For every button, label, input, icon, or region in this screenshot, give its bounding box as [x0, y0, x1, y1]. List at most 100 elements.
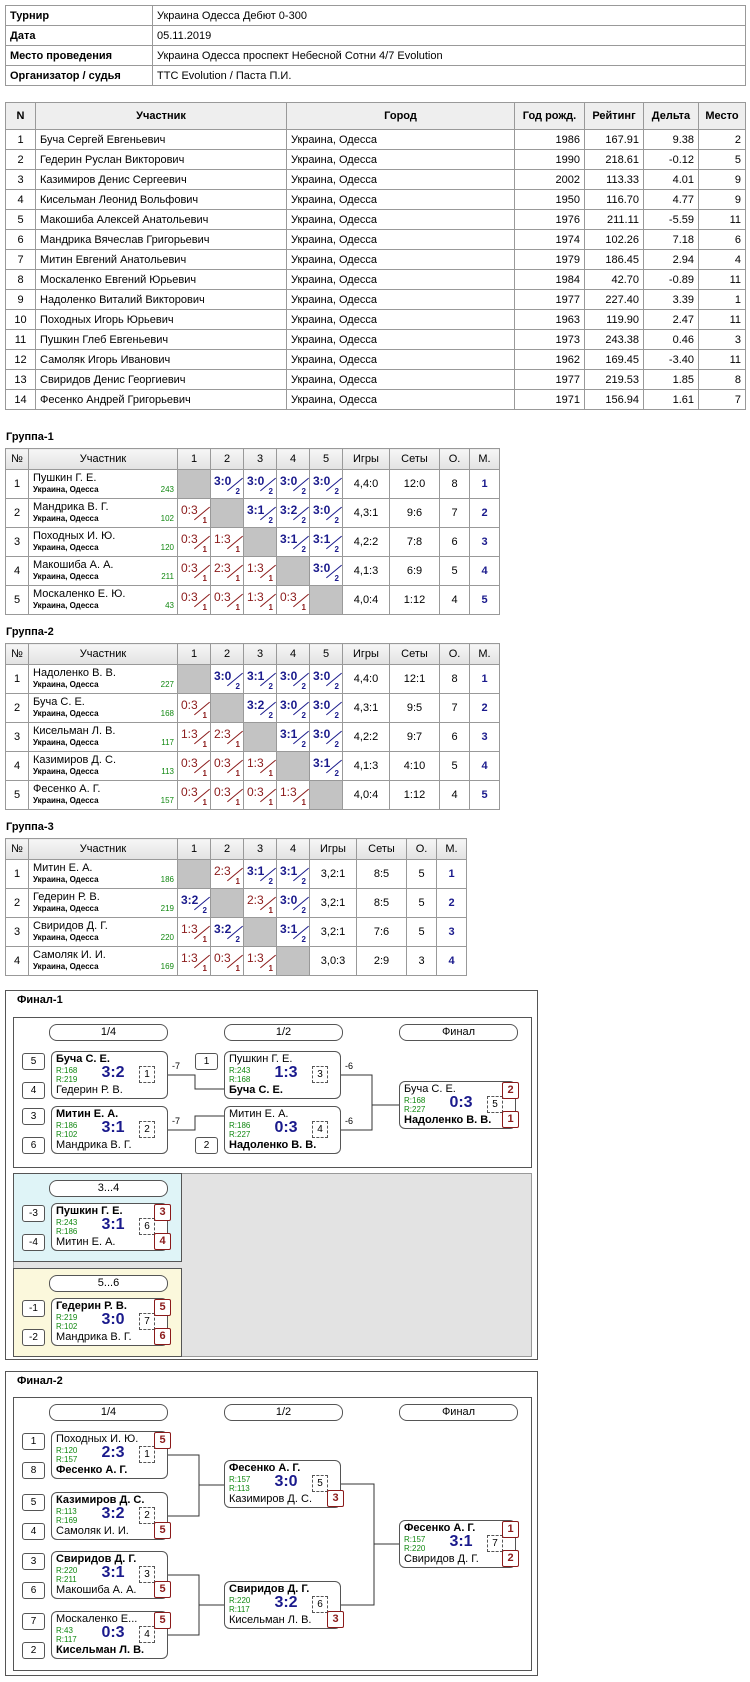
sets: 1:12	[389, 780, 440, 810]
player-name: Москаленко Е...	[56, 1613, 138, 1625]
cell: 11	[698, 309, 746, 330]
result-points: 1	[235, 545, 240, 554]
cell: 102.26	[584, 229, 644, 250]
group-row: 4 Казимиров Д. С. Украина, Одесса 113 0:3 1 0:…	[5, 751, 500, 781]
result-points: 2	[334, 682, 339, 691]
column-header: Сеты	[389, 643, 440, 665]
cell: Мандрика Вячеслав Григорьевич	[35, 229, 287, 250]
match-score: 0:3	[274, 1119, 298, 1136]
result-score: 0:3	[181, 561, 198, 575]
participant-cell: Казимиров Д. С. Украина, Одесса 113	[28, 751, 178, 781]
player-name: Гедерин Р. В.	[33, 891, 100, 903]
result-score: 3:0	[280, 474, 298, 488]
result-score: 3:2	[214, 922, 232, 936]
points: 6	[439, 722, 470, 752]
player-rating: 43	[165, 601, 174, 610]
participant-row: 1 Буча Сергей Евгеньевич Украина, Одесса 19…	[5, 129, 746, 150]
match-box: Фесенко А. Г. R:157 Свиридов Д. Г. R:220 3:1…	[399, 1520, 516, 1568]
cell: 6	[698, 229, 746, 250]
result-points: 1	[235, 798, 240, 807]
result-cell: 3:0 2	[276, 888, 310, 918]
result-cell: 0:3 1	[210, 780, 244, 810]
player-rating: R:219	[56, 1075, 78, 1084]
result-points: 1	[235, 603, 240, 612]
info-label: Дата	[5, 25, 153, 46]
cell: Кисельман Леонид Вольфович	[35, 189, 287, 210]
player-city: Украина, Одесса	[33, 875, 99, 884]
cell: -0.89	[643, 269, 699, 290]
cell: Свиридов Денис Георгиевич	[35, 369, 287, 390]
player-rating: R:243	[56, 1218, 78, 1227]
column-header: М.	[469, 643, 500, 665]
match-score: 0:3	[101, 1624, 125, 1641]
points: 4	[439, 780, 470, 810]
result-points: 2	[235, 935, 240, 944]
cell: Походных Игорь Юрьевич	[35, 309, 287, 330]
games: 4,3:1	[342, 498, 390, 528]
column-header: 4	[276, 838, 310, 860]
player-name: Фесенко А. Г.	[56, 1464, 128, 1476]
column-header: Дельта	[643, 102, 699, 130]
result-score: 3:0	[280, 893, 298, 907]
player-name: Походных И. Ю.	[33, 530, 116, 542]
result-cell: 1:3 1	[210, 527, 244, 557]
final-title: Финал-1	[17, 994, 63, 1006]
result-cell: 3:1 2	[243, 664, 277, 694]
result-score: 3:0	[313, 698, 331, 712]
cell: Украина, Одесса	[286, 149, 515, 170]
row-number: 4	[5, 946, 29, 976]
result-points: 1	[301, 798, 306, 807]
match-score: 0:3	[449, 1094, 473, 1111]
result-score: 0:3	[181, 698, 198, 712]
points: 4	[439, 585, 470, 615]
player-rating: 169	[160, 962, 174, 971]
classification-header: 3...4	[49, 1180, 168, 1197]
player-name: Митин Е. А.	[33, 862, 93, 874]
participant-cell: Пушкин Г. Е. Украина, Одесса 243	[28, 469, 178, 499]
player-rating: R:43	[56, 1626, 73, 1635]
result-cell: 3:1 2	[276, 722, 310, 752]
player-name: Пушкин Г. Е.	[33, 472, 97, 484]
seed: -4	[22, 1234, 45, 1251]
group-row: 5 Москаленко Е. Ю. Украина, Одесса 43 0:3 1 0:…	[5, 585, 500, 615]
cell: 9	[5, 289, 36, 310]
row-number: 2	[5, 693, 29, 723]
cell: Украина, Одесса	[286, 229, 515, 250]
result-cell: 1:3 1	[177, 946, 211, 976]
match-number: 2	[139, 1507, 155, 1524]
result-cell: 3:0 2	[276, 664, 310, 694]
seed: 3	[22, 1108, 45, 1125]
result-cell: 3:0 2	[309, 693, 343, 723]
result-cell: 3:0 2	[210, 664, 244, 694]
cell: 5	[5, 209, 36, 230]
result-cell: 3:0 2	[243, 469, 277, 499]
player-name: Мандрика В. Г.	[33, 501, 109, 513]
games: 4,4:0	[342, 469, 390, 499]
match-box: Буча С. Е. R:168 Гедерин Р. В. R:219 3:2 1	[51, 1051, 168, 1099]
cell: -0.12	[643, 149, 699, 170]
column-header: Участник	[28, 643, 178, 665]
column-header: 1	[177, 643, 211, 665]
column-header: Рейтинг	[584, 102, 644, 130]
column-header: Игры	[342, 448, 390, 470]
column-header: 2	[210, 643, 244, 665]
column-header: 5	[309, 448, 343, 470]
result-points: 1	[202, 964, 207, 973]
result-cell: 1:3 1	[243, 585, 277, 615]
place-box: 4	[154, 1233, 171, 1250]
loser-next: -7	[172, 1061, 181, 1071]
result-cell: 1:3 1	[177, 917, 211, 947]
row-number: 1	[5, 664, 29, 694]
self-cell	[210, 888, 244, 918]
match-number: 4	[139, 1626, 155, 1643]
seed: -2	[22, 1329, 45, 1346]
cell: 169.45	[584, 349, 644, 370]
match-box: Москаленко Е... R:43 Кисельман Л. В. R:117 0…	[51, 1611, 168, 1659]
group-table: № Участник 1 2 3 4 5 Игры Сеты О. М. 1 Пушкин Г. Е. У…	[5, 448, 500, 615]
result-score: 0:3	[214, 785, 231, 799]
cell: Украина, Одесса	[286, 289, 515, 310]
result-score: 0:3	[214, 756, 231, 770]
result-points: 2	[301, 545, 306, 554]
participant-cell: Кисельман Л. В. Украина, Одесса 117	[28, 722, 178, 752]
self-cell	[210, 498, 244, 528]
